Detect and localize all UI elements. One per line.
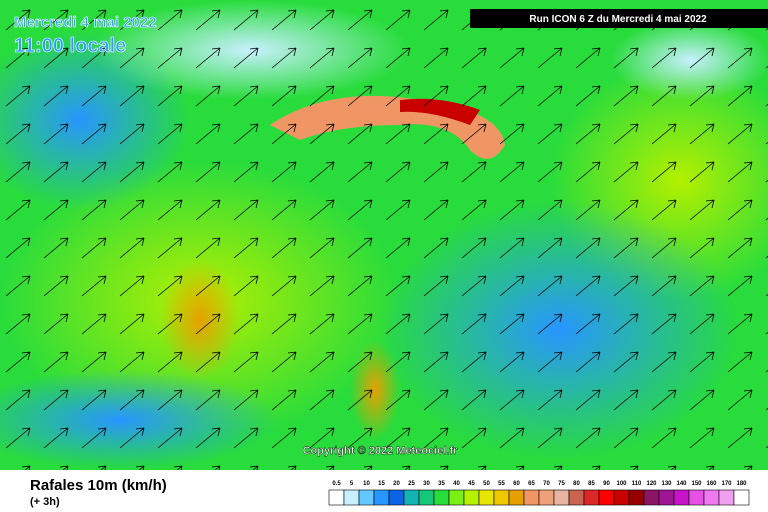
legend-label: 50 <box>483 481 490 487</box>
legend-label: 55 <box>498 481 505 487</box>
legend-swatch <box>433 489 450 506</box>
legend-swatch <box>583 489 600 506</box>
legend-label: 170 <box>721 481 732 487</box>
map <box>0 0 768 470</box>
legend-label: 25 <box>408 481 415 487</box>
legend-swatch <box>733 489 750 506</box>
legend-label: 150 <box>691 481 702 487</box>
legend-label: 120 <box>646 481 657 487</box>
legend-swatch <box>418 489 435 506</box>
legend-swatch <box>718 489 735 506</box>
legend-label: 130 <box>661 481 672 487</box>
legend-swatch <box>388 489 405 506</box>
legend: 0.5 5 10 15 20 25 30 35 40 45 50 55 60 65 70 75 80 85 90 10… <box>328 481 750 506</box>
legend-swatch <box>403 489 420 506</box>
legend-label: 180 <box>736 481 747 487</box>
legend-swatch <box>328 489 345 506</box>
time-label: 11:00 locale <box>14 35 126 57</box>
legend-label: 40 <box>453 481 460 487</box>
legend-label: 0.5 <box>332 481 341 487</box>
legend-swatch <box>523 489 540 506</box>
legend-label: 140 <box>676 481 687 487</box>
legend-swatch <box>703 489 720 506</box>
legend-swatch <box>358 489 375 506</box>
legend-label: 100 <box>616 481 627 487</box>
copyright: Copyright © 2022 Meteociel.fr <box>303 445 459 457</box>
legend-swatch <box>628 489 645 506</box>
legend-label: 15 <box>378 481 385 487</box>
legend-label: 5 <box>350 481 354 487</box>
legend-label: 90 <box>603 481 610 487</box>
run-banner <box>470 9 768 28</box>
legend-swatch <box>538 489 555 506</box>
legend-label: 85 <box>588 481 595 487</box>
legend-label: 60 <box>513 481 520 487</box>
legend-label: 110 <box>632 481 642 487</box>
legend-label: 20 <box>393 481 400 487</box>
legend-swatch <box>343 489 360 506</box>
legend-label: 10 <box>363 481 370 487</box>
legend-swatch <box>658 489 675 506</box>
footer-step: (+ 3h) <box>30 496 60 508</box>
legend-swatch <box>373 489 390 506</box>
legend-swatch <box>613 489 630 506</box>
legend-label: 45 <box>468 481 475 487</box>
legend-label: 30 <box>423 481 430 487</box>
legend-swatch <box>493 489 510 506</box>
legend-swatch <box>448 489 465 506</box>
legend-label: 65 <box>528 481 535 487</box>
legend-swatch <box>478 489 495 506</box>
date-label: Mercredi 4 mai 2022 <box>14 14 157 31</box>
legend-label: 160 <box>706 481 717 487</box>
legend-label: 75 <box>558 481 565 487</box>
footer-title: Rafales 10m (km/h) <box>30 477 167 494</box>
legend-swatch <box>553 489 570 506</box>
legend-swatch <box>643 489 660 506</box>
run-label: Run ICON 6 Z du Mercredi 4 mai 2022 <box>529 14 707 25</box>
legend-swatch <box>598 489 615 506</box>
legend-swatch <box>688 489 705 506</box>
legend-swatch <box>568 489 585 506</box>
legend-swatch <box>463 489 480 506</box>
legend-label: 35 <box>438 481 445 487</box>
legend-swatch <box>673 489 690 506</box>
legend-swatch <box>508 489 525 506</box>
legend-label: 70 <box>543 481 550 487</box>
legend-label: 80 <box>573 481 580 487</box>
